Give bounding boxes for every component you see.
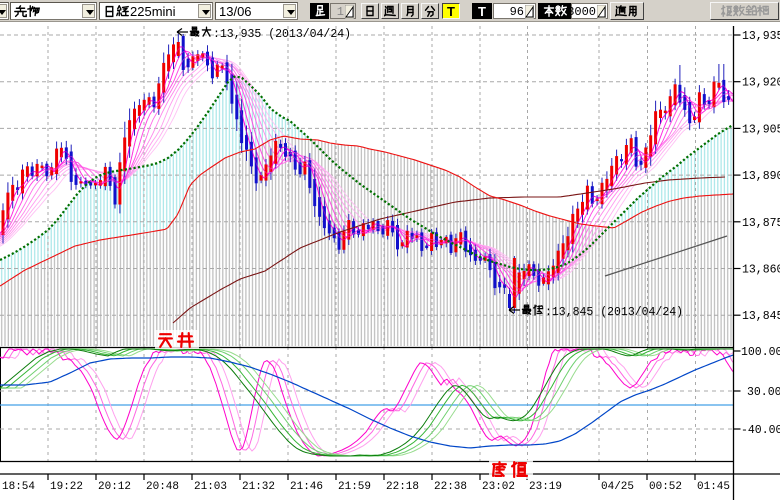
svg-text:13,935: 13,935	[742, 30, 780, 43]
svg-text::13,845 (2013/04/24): :13,845 (2013/04/24)	[545, 306, 683, 319]
svg-text:20:12: 20:12	[98, 481, 131, 493]
svg-text::13,935 (2013/04/24): :13,935 (2013/04/24)	[213, 28, 351, 41]
svg-text:100.00: 100.00	[741, 346, 780, 359]
svg-text:13,905: 13,905	[742, 123, 780, 136]
svg-text:19:22: 19:22	[50, 481, 83, 493]
svg-text:01:45: 01:45	[697, 481, 730, 493]
svg-text:04/25: 04/25	[601, 481, 634, 493]
svg-text:13,860: 13,860	[742, 264, 780, 277]
svg-text:21:59: 21:59	[338, 481, 371, 493]
svg-text:18:54: 18:54	[2, 481, 35, 493]
svg-text:21:46: 21:46	[290, 481, 323, 493]
svg-text:20:48: 20:48	[146, 481, 179, 493]
svg-text:22:18: 22:18	[386, 481, 419, 493]
svg-text:13,845: 13,845	[742, 310, 780, 323]
svg-text:22:38: 22:38	[434, 481, 467, 493]
svg-text:13,920: 13,920	[742, 77, 780, 90]
svg-text:21:03: 21:03	[194, 481, 227, 493]
svg-text:13,875: 13,875	[742, 217, 780, 230]
svg-text:00:52: 00:52	[649, 481, 682, 493]
svg-text:-40.00: -40.00	[741, 424, 780, 437]
svg-text:21:32: 21:32	[242, 481, 275, 493]
svg-text:30.00: 30.00	[747, 386, 780, 399]
svg-text:13,890: 13,890	[742, 170, 780, 183]
svg-text:23:02: 23:02	[482, 481, 515, 493]
svg-text:23:19: 23:19	[529, 481, 562, 493]
